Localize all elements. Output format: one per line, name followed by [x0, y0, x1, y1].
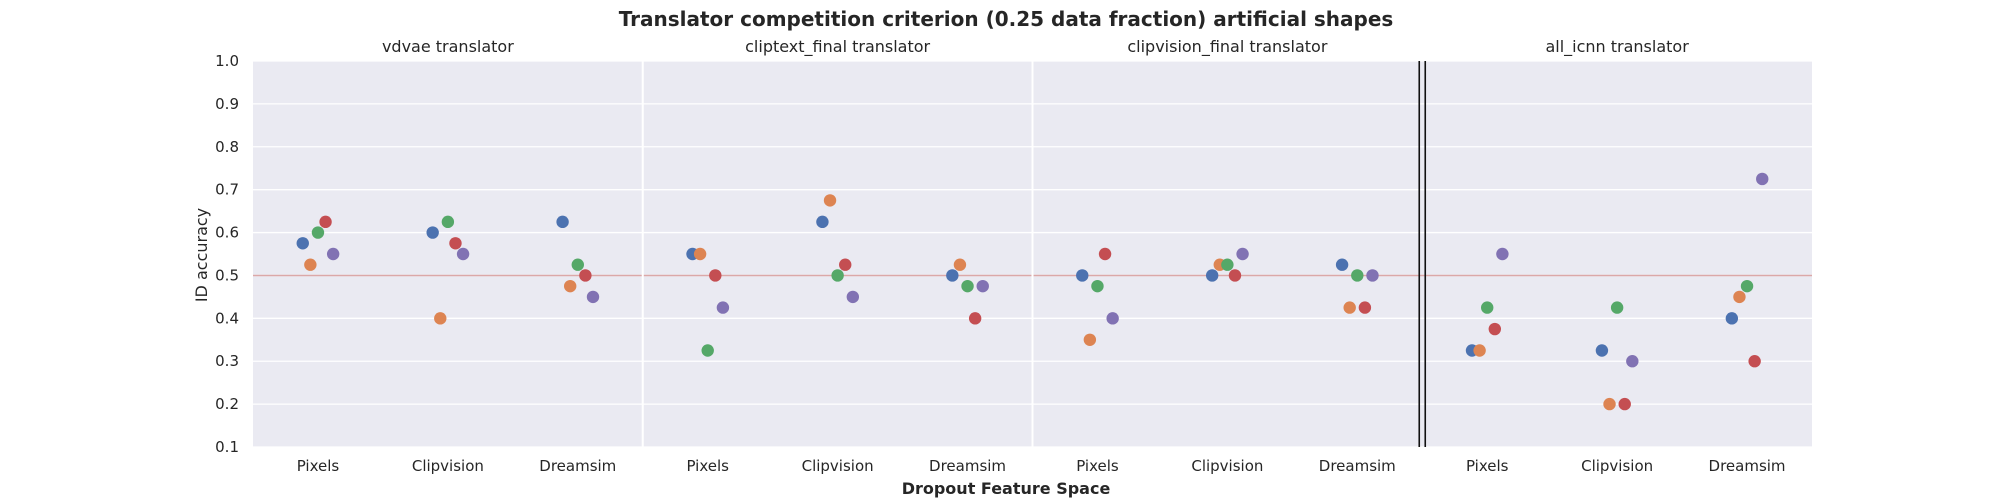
data-point — [1603, 397, 1616, 411]
data-point — [571, 258, 584, 271]
y-tick-label: 1.0 — [215, 52, 239, 70]
panel-title: cliptext_final translator — [745, 37, 930, 57]
data-point — [304, 258, 317, 271]
data-point — [976, 279, 989, 293]
data-point — [846, 290, 860, 304]
data-point — [1626, 355, 1639, 368]
data-point — [1496, 247, 1509, 261]
panel-title: all_icnn translator — [1545, 37, 1689, 57]
data-point — [968, 312, 982, 325]
data-point — [1618, 397, 1631, 411]
data-point — [1733, 290, 1746, 304]
data-point — [1221, 258, 1234, 271]
panel-title: clipvision_final translator — [1127, 37, 1327, 57]
data-point — [1106, 312, 1119, 325]
x-tick-label: Clipvision — [802, 457, 874, 475]
y-axis-label: ID accuracy — [192, 208, 211, 302]
data-point — [441, 215, 455, 229]
y-tick-label: 0.5 — [215, 266, 239, 284]
data-point — [426, 226, 439, 239]
x-tick-label: Dreamsim — [539, 457, 616, 475]
x-tick-label: Pixels — [297, 457, 340, 475]
data-point — [1748, 355, 1761, 368]
panel-title: vdvae translator — [382, 37, 514, 56]
data-point — [579, 269, 592, 282]
data-point — [434, 312, 447, 325]
data-point — [1366, 269, 1379, 282]
data-point — [1740, 279, 1754, 293]
x-tick-label: Clipvision — [1581, 457, 1653, 475]
y-tick-label: 0.1 — [215, 438, 239, 456]
data-point — [319, 215, 332, 229]
x-tick-label: Pixels — [686, 457, 729, 475]
data-point — [1488, 322, 1502, 336]
data-point — [1481, 301, 1494, 314]
data-point — [1098, 247, 1112, 261]
x-axis-label: Dropout Feature Space — [902, 479, 1111, 498]
y-tick-label: 0.4 — [215, 309, 239, 327]
x-tick-label: Dreamsim — [929, 457, 1006, 475]
data-point — [1236, 247, 1249, 261]
data-point — [311, 226, 325, 239]
x-tick-label: Dreamsim — [1709, 457, 1786, 475]
data-point — [586, 290, 600, 304]
data-point — [1205, 269, 1219, 282]
x-tick-label: Clipvision — [412, 457, 484, 475]
data-point — [1083, 333, 1097, 346]
data-point — [449, 237, 462, 250]
data-point — [831, 269, 844, 282]
data-point — [556, 215, 569, 229]
data-point — [326, 247, 340, 261]
data-point — [1335, 258, 1349, 271]
data-point — [961, 279, 974, 293]
data-point — [296, 237, 309, 250]
data-point — [456, 247, 470, 261]
data-point — [1076, 269, 1089, 282]
data-point — [1610, 301, 1624, 314]
y-tick-label: 0.8 — [215, 138, 239, 156]
data-point — [839, 258, 852, 271]
data-point — [816, 215, 829, 229]
y-tick-label: 0.7 — [215, 181, 239, 199]
data-point — [1091, 279, 1104, 293]
data-point — [1228, 269, 1242, 282]
data-point — [953, 258, 967, 271]
x-tick-label: Clipvision — [1191, 457, 1263, 475]
data-point — [693, 247, 707, 261]
y-tick-label: 0.6 — [215, 224, 239, 242]
data-point — [701, 344, 714, 357]
data-point — [1756, 172, 1769, 186]
chart-title: Translator competition criterion (0.25 d… — [619, 7, 1394, 31]
y-tick-label: 0.9 — [215, 95, 239, 113]
data-point — [716, 301, 730, 314]
data-point — [1351, 269, 1364, 282]
data-point — [1358, 301, 1372, 314]
data-point — [1343, 301, 1356, 314]
plot-area: 0.1 0.2 0.3 0.4 0.5 0.6 0.7 0.8 0.9 1.0 vdvae tran… — [215, 37, 1812, 475]
data-point — [946, 269, 959, 282]
x-tick-label: Pixels — [1076, 457, 1119, 475]
data-point — [709, 269, 722, 282]
data-point — [1725, 312, 1739, 325]
y-tick-label: 0.3 — [215, 352, 239, 370]
y-tick-label: 0.2 — [215, 395, 239, 413]
data-point — [563, 279, 577, 293]
data-point — [1473, 344, 1486, 357]
x-tick-label: Dreamsim — [1319, 457, 1396, 475]
x-tick-label: Pixels — [1466, 457, 1509, 475]
data-point — [1595, 344, 1609, 357]
data-point — [823, 194, 837, 207]
